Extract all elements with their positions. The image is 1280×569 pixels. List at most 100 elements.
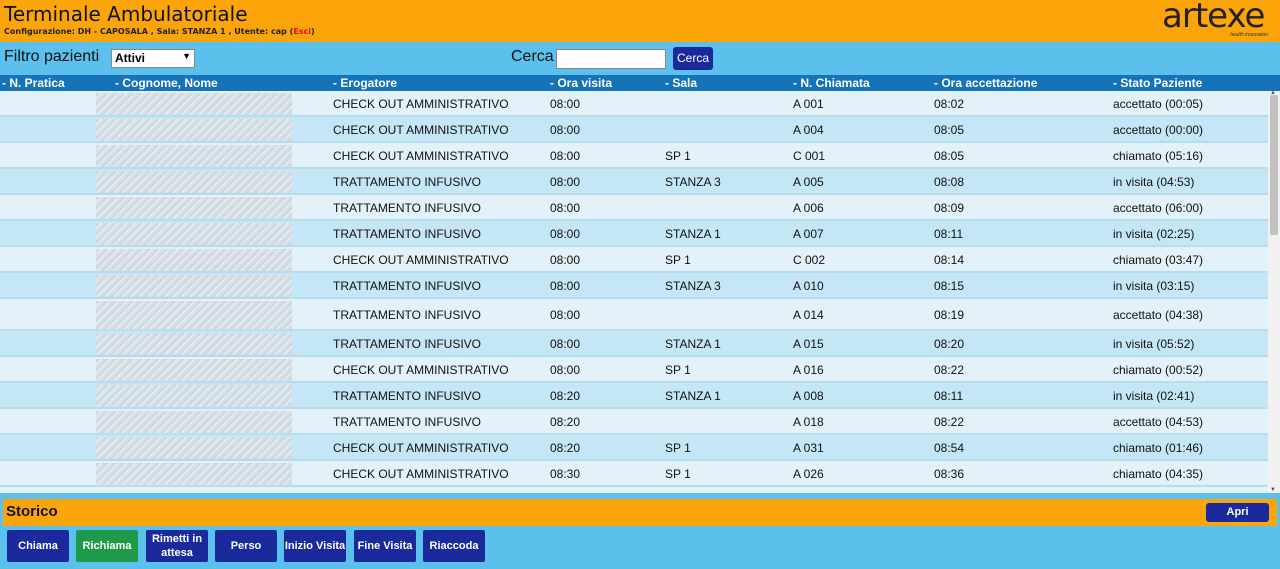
cell-erogatore: CHECK OUT AMMINISTRATIVO — [333, 441, 509, 455]
patient-name-redacted — [96, 385, 292, 407]
table-row[interactable]: CHECK OUT AMMINISTRATIVO 08:30 SP 1 A 026 08… — [0, 461, 1268, 487]
perso-button[interactable]: Perso — [215, 530, 277, 562]
cell-ora-visita: 08:00 — [550, 123, 581, 137]
riaccoda-button[interactable]: Riaccoda — [423, 530, 485, 562]
table-row[interactable]: CHECK OUT AMMINISTRATIVO 08:00 A 001 08:02 a… — [0, 91, 1268, 117]
cell-erogatore: TRATTAMENTO INFUSIVO — [333, 337, 482, 351]
cell-ora-visita: 08:00 — [550, 175, 581, 189]
cell-erogatore: CHECK OUT AMMINISTRATIVO — [333, 467, 509, 481]
cell-ora-visita: 08:20 — [550, 415, 581, 429]
column-header-sala[interactable]: - Sala — [665, 76, 698, 90]
cell-sala: STANZA 1 — [665, 389, 721, 403]
cell-chiamata: A 004 — [793, 123, 824, 137]
cell-sala: SP 1 — [665, 467, 691, 481]
table-row[interactable]: TRATTAMENTO INFUSIVO 08:00 STANZA 1 A 007 08… — [0, 221, 1268, 247]
search-input[interactable] — [556, 49, 666, 69]
inizio-visita-button[interactable]: Inizio Visita — [284, 530, 346, 562]
cell-sala: STANZA 1 — [665, 227, 721, 241]
cell-sala: SP 1 — [665, 441, 691, 455]
cell-chiamata: A 031 — [793, 441, 824, 455]
table-scrollbar[interactable]: ▲ ▼ — [1268, 90, 1280, 493]
dropdown-arrow-icon: ▼ — [182, 51, 191, 61]
column-header-chiamata[interactable]: - N. Chiamata — [793, 76, 870, 90]
patient-name-redacted — [96, 249, 292, 271]
cell-ora-visita: 08:00 — [550, 149, 581, 163]
patient-name-redacted — [96, 93, 292, 115]
column-header-ora-visita[interactable]: - Ora visita — [550, 76, 613, 90]
cell-erogatore: TRATTAMENTO INFUSIVO — [333, 389, 482, 403]
cell-ora-accettazione: 08:11 — [934, 227, 964, 241]
cell-ora-accettazione: 08:22 — [934, 363, 965, 377]
cell-sala: STANZA 3 — [665, 175, 721, 189]
cell-ora-accettazione: 08:08 — [934, 175, 965, 189]
cell-ora-accettazione: 08:05 — [934, 123, 965, 137]
table-row[interactable]: TRATTAMENTO INFUSIVO 08:00 STANZA 3 A 005 08… — [0, 169, 1268, 195]
patient-name-redacted — [96, 197, 292, 219]
table-row[interactable]: TRATTAMENTO INFUSIVO 08:20 STANZA 1 A 008 08… — [0, 383, 1268, 409]
table-row[interactable]: CHECK OUT AMMINISTRATIVO 08:00 SP 1 C 002 08… — [0, 247, 1268, 273]
cell-chiamata: A 001 — [793, 97, 824, 111]
cell-sala: STANZA 3 — [665, 279, 721, 293]
richiama-button[interactable]: Richiama — [76, 530, 138, 562]
cell-ora-visita: 08:00 — [550, 337, 581, 351]
search-button[interactable]: Cerca — [673, 47, 713, 70]
storico-bar: Storico Apri — [3, 499, 1277, 526]
cell-chiamata: A 014 — [793, 308, 824, 322]
config-text: Configurazione: DH - CAPOSALA , Sala: ST… — [4, 27, 294, 36]
column-header-erogatore[interactable]: - Erogatore — [333, 76, 398, 90]
cell-sala: SP 1 — [665, 363, 691, 377]
cell-chiamata: A 005 — [793, 175, 824, 189]
cell-stato: chiamato (03:47) — [1113, 253, 1204, 267]
rimetti-in-attesa-button[interactable]: Rimetti in attesa — [146, 530, 208, 562]
table-row[interactable]: CHECK OUT AMMINISTRATIVO 08:00 SP 1 C 001 08… — [0, 143, 1268, 169]
patient-name-redacted — [96, 171, 292, 193]
cell-stato: accettato (04:38) — [1113, 308, 1204, 322]
column-header-pratica[interactable]: - N. Pratica — [2, 76, 65, 90]
patient-name-redacted — [96, 437, 292, 459]
column-header-nome[interactable]: - Cognome, Nome — [115, 76, 218, 90]
patient-name-redacted — [96, 275, 292, 297]
cell-erogatore: CHECK OUT AMMINISTRATIVO — [333, 97, 509, 111]
cell-erogatore: TRATTAMENTO INFUSIVO — [333, 308, 482, 322]
table-row[interactable]: TRATTAMENTO INFUSIVO 08:00 A 014 08:19 accet… — [0, 299, 1268, 331]
patient-name-redacted — [96, 411, 292, 433]
patient-name-redacted — [96, 223, 292, 245]
filter-label: Filtro pazienti — [4, 48, 100, 65]
config-end: ) — [311, 27, 315, 36]
cell-sala: SP 1 — [665, 149, 691, 163]
apri-button[interactable]: Apri — [1206, 503, 1269, 522]
column-header-stato[interactable]: - Stato Paziente — [1113, 76, 1203, 90]
cell-ora-visita: 08:20 — [550, 389, 581, 403]
cell-erogatore: TRATTAMENTO INFUSIVO — [333, 201, 482, 215]
cell-ora-accettazione: 08:36 — [934, 467, 965, 481]
cell-ora-accettazione: 08:15 — [934, 279, 965, 293]
cell-stato: in visita (02:41) — [1113, 389, 1195, 403]
scroll-up-icon[interactable]: ▲ — [1270, 90, 1276, 96]
patient-filter-select[interactable]: Attivi ▼ — [111, 49, 195, 68]
table-row[interactable]: CHECK OUT AMMINISTRATIVO 08:00 SP 1 A 016 08… — [0, 357, 1268, 383]
logout-link[interactable]: Esci — [293, 27, 311, 36]
search-label: Cerca — [511, 48, 554, 65]
table-row[interactable]: CHECK OUT AMMINISTRATIVO 08:20 SP 1 A 031 08… — [0, 435, 1268, 461]
cell-stato: chiamato (00:52) — [1113, 363, 1204, 377]
patient-name-redacted — [96, 145, 292, 167]
cell-erogatore: TRATTAMENTO INFUSIVO — [333, 415, 482, 429]
scroll-thumb[interactable] — [1270, 95, 1278, 235]
chiama-button[interactable]: Chiama — [7, 530, 69, 562]
config-info: Configurazione: DH - CAPOSALA , Sala: ST… — [4, 27, 315, 36]
cell-ora-accettazione: 08:02 — [934, 97, 965, 111]
table-row[interactable]: CHECK OUT AMMINISTRATIVO 08:00 A 004 08:05 a… — [0, 117, 1268, 143]
table-row[interactable]: TRATTAMENTO INFUSIVO 08:00 STANZA 3 A 010 08… — [0, 273, 1268, 299]
scroll-down-icon[interactable]: ▼ — [1270, 487, 1276, 493]
fine-visita-button[interactable]: Fine Visita — [354, 530, 416, 562]
column-header-ora-accettazione[interactable]: - Ora accettazione — [934, 76, 1038, 90]
table-row[interactable]: TRATTAMENTO INFUSIVO 08:20 A 018 08:22 accet… — [0, 409, 1268, 435]
table-row[interactable]: TRATTAMENTO INFUSIVO 08:00 STANZA 1 A 015 08… — [0, 331, 1268, 357]
cell-chiamata: A 010 — [793, 279, 824, 293]
cell-stato: accettato (00:05) — [1113, 97, 1204, 111]
cell-stato: accettato (06:00) — [1113, 201, 1204, 215]
table-row[interactable]: TRATTAMENTO INFUSIVO 08:00 A 006 08:09 accet… — [0, 195, 1268, 221]
rimetti-line-2: attesa — [161, 547, 193, 559]
cell-erogatore: CHECK OUT AMMINISTRATIVO — [333, 123, 509, 137]
rimetti-line-1: Rimetti in — [151, 533, 203, 545]
